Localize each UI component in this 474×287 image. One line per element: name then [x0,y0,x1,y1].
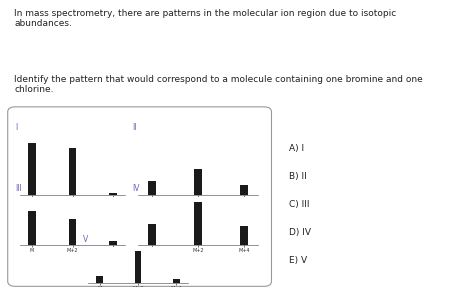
Bar [109,241,117,245]
Bar [194,202,202,245]
Text: II: II [132,123,137,132]
Text: III: III [15,184,21,193]
FancyBboxPatch shape [265,134,474,162]
Text: I: I [15,123,17,132]
Text: In mass spectrometry, there are patterns in the molecular ion region due to isot: In mass spectrometry, there are patterns… [14,9,396,28]
FancyBboxPatch shape [265,246,474,274]
Text: B) II: B) II [289,172,307,181]
Bar [240,185,248,195]
Bar [28,143,36,195]
Bar [194,169,202,195]
Text: E) V: E) V [289,255,307,265]
Text: A) I: A) I [289,144,304,152]
FancyBboxPatch shape [8,107,272,286]
FancyBboxPatch shape [265,190,474,218]
Bar [69,148,76,195]
Bar [135,251,141,283]
Text: IV: IV [132,184,139,193]
Bar [69,219,76,245]
Bar [148,181,156,195]
Bar [173,279,180,283]
FancyBboxPatch shape [265,218,474,246]
Bar [109,193,117,195]
Text: D) IV: D) IV [289,228,311,236]
Bar [240,226,248,245]
Bar [148,224,156,245]
FancyBboxPatch shape [265,162,474,190]
Bar [96,276,103,283]
Text: V: V [83,235,88,244]
Text: Identify the pattern that would correspond to a molecule containing one bromine : Identify the pattern that would correspo… [14,75,423,94]
Bar [28,211,36,245]
Text: C) III: C) III [289,199,310,208]
